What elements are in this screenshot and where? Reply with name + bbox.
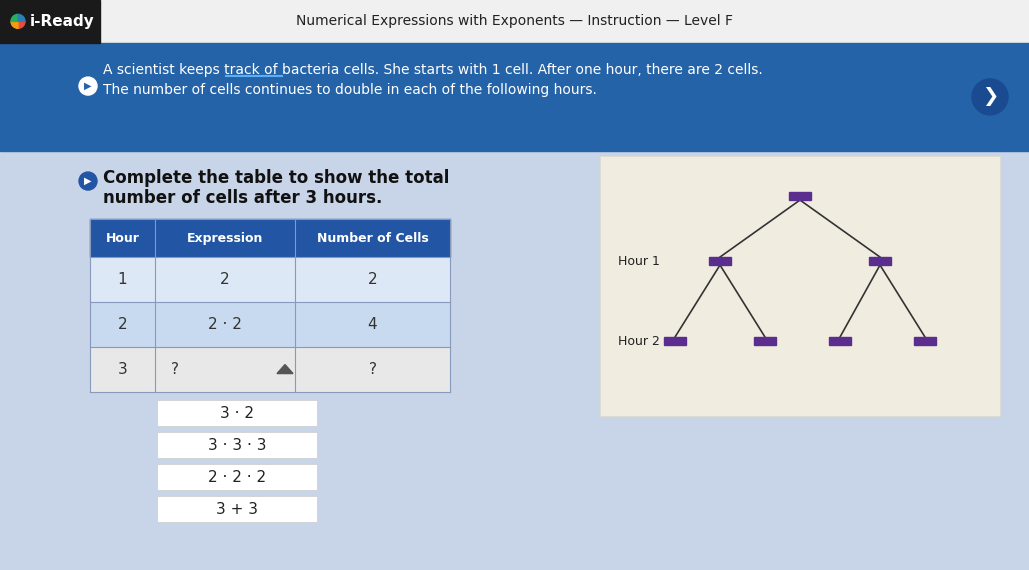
Bar [600, 156, 1000, 416]
Text: 2: 2 [220, 272, 229, 287]
Bar [155, 219, 295, 257]
Text: A scientist keeps track of bacteria cells. She starts with 1 cell. After one hou: A scientist keeps track of bacteria cell… [103, 63, 762, 77]
Text: Number of Cells: Number of Cells [317, 231, 428, 245]
Polygon shape [277, 365, 293, 373]
Text: ?: ? [171, 362, 179, 377]
Bar [709, 257, 731, 265]
Text: 3 · 3 · 3: 3 · 3 · 3 [208, 438, 267, 453]
Bar [157, 464, 317, 490]
Bar [157, 400, 317, 426]
Bar [157, 432, 317, 458]
Bar [0, 43, 1029, 151]
Text: 1: 1 [117, 272, 128, 287]
Text: Hour 1: Hour 1 [618, 255, 660, 267]
Text: ?: ? [368, 362, 377, 377]
Bar [90, 302, 155, 347]
Bar [664, 337, 686, 345]
Bar [90, 257, 155, 302]
Bar [90, 219, 155, 257]
Bar [914, 337, 936, 345]
Bar [0, 0, 100, 43]
Text: 3: 3 [117, 362, 128, 377]
Bar [90, 347, 155, 392]
Text: i-Ready: i-Ready [30, 14, 95, 29]
Wedge shape [17, 21, 25, 29]
Wedge shape [11, 21, 17, 29]
Bar [295, 302, 450, 347]
Text: 2: 2 [117, 317, 128, 332]
Text: The number of cells continues to double in each of the following hours.: The number of cells continues to double … [103, 83, 597, 97]
Text: Hour: Hour [106, 231, 140, 245]
Bar [829, 337, 851, 345]
Text: 3 + 3: 3 + 3 [216, 502, 258, 516]
Bar [155, 302, 295, 347]
Text: 4: 4 [367, 317, 378, 332]
Text: 3 · 2: 3 · 2 [220, 405, 254, 421]
Bar [754, 337, 776, 345]
Wedge shape [11, 14, 17, 21]
Bar [155, 347, 295, 392]
Circle shape [79, 77, 97, 95]
Circle shape [972, 79, 1008, 115]
Text: 2 · 2 · 2: 2 · 2 · 2 [208, 470, 267, 484]
Wedge shape [17, 14, 25, 21]
Text: number of cells after 3 hours.: number of cells after 3 hours. [103, 189, 383, 207]
Text: Expression: Expression [187, 231, 263, 245]
Bar [155, 257, 295, 302]
Bar [157, 496, 317, 522]
Text: Complete the table to show the total: Complete the table to show the total [103, 169, 450, 187]
Circle shape [79, 172, 97, 190]
Text: Numerical Expressions with Exponents — Instruction — Level F: Numerical Expressions with Exponents — I… [295, 14, 733, 28]
Bar [870, 257, 891, 265]
Bar [295, 347, 450, 392]
Text: 2: 2 [367, 272, 378, 287]
Bar [0, 151, 1029, 570]
Text: ▶: ▶ [84, 176, 92, 186]
Text: Hour 2: Hour 2 [618, 335, 660, 348]
Bar [789, 192, 811, 200]
Bar [295, 257, 450, 302]
Bar [295, 219, 450, 257]
Text: ❯: ❯ [982, 87, 998, 107]
Bar [0, 0, 1029, 43]
Text: ▶: ▶ [84, 81, 92, 91]
Text: 2 · 2: 2 · 2 [208, 317, 242, 332]
